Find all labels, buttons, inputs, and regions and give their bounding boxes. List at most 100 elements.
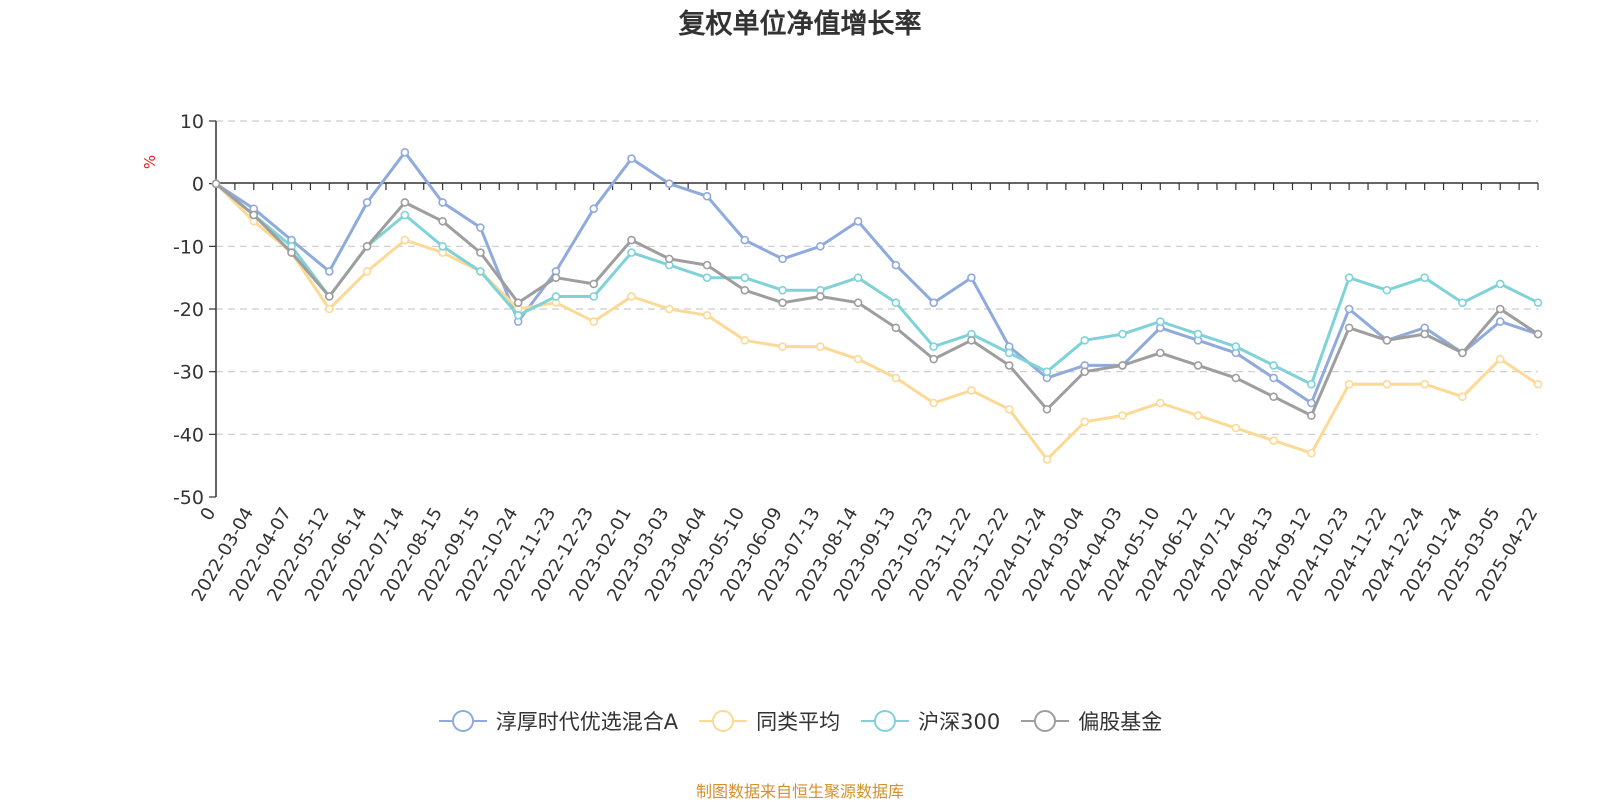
data-point xyxy=(816,342,825,351)
data-point xyxy=(513,310,523,320)
data-point xyxy=(627,154,636,163)
data-point xyxy=(1231,423,1241,433)
legend-marker-icon xyxy=(861,710,910,732)
data-point xyxy=(438,242,447,251)
data-point xyxy=(702,260,712,270)
data-point xyxy=(853,273,863,282)
legend-label: 同类平均 xyxy=(756,710,841,734)
grid-layer xyxy=(216,120,1538,435)
data-point xyxy=(967,386,976,395)
data-point xyxy=(1193,411,1203,420)
legend-item[interactable]: 沪深300 xyxy=(860,706,1000,736)
data-point xyxy=(1269,361,1278,370)
data-point xyxy=(1193,329,1203,339)
data-point xyxy=(1307,411,1316,420)
data-point xyxy=(702,310,712,320)
data-point xyxy=(325,304,334,314)
data-point xyxy=(778,342,787,351)
data-point xyxy=(891,260,901,270)
data-point xyxy=(362,198,372,207)
data-point xyxy=(1495,304,1505,314)
legend-marker-icon xyxy=(699,710,748,732)
data-point xyxy=(325,292,334,301)
legend: 淳厚时代优选混合A 同类平均 沪深300 偏股基金 xyxy=(0,706,1600,736)
data-point xyxy=(778,285,787,295)
data-point xyxy=(1155,348,1165,358)
data-point xyxy=(476,223,485,232)
data-point xyxy=(1420,273,1429,282)
data-point xyxy=(1118,411,1127,420)
data-point xyxy=(1420,329,1429,339)
data-point xyxy=(513,298,523,308)
data-point xyxy=(1231,342,1241,351)
data-point xyxy=(1307,448,1316,458)
data-point xyxy=(853,298,863,308)
data-point xyxy=(929,398,938,408)
data-point xyxy=(1533,329,1543,339)
data-point xyxy=(664,254,674,264)
data-point xyxy=(778,298,787,308)
data-point xyxy=(1458,392,1467,402)
data-point xyxy=(664,304,674,314)
y-tick-label: 0 xyxy=(192,174,204,196)
data-point xyxy=(1080,417,1090,427)
data-point xyxy=(1155,398,1165,408)
data-point xyxy=(816,242,825,251)
data-point xyxy=(1533,298,1543,308)
data-point xyxy=(740,336,750,345)
data-point xyxy=(1495,317,1505,326)
y-tick-label: -50 xyxy=(173,487,204,509)
series-line xyxy=(214,182,1540,386)
data-point xyxy=(1042,367,1052,376)
data-point xyxy=(1231,373,1241,383)
data-point xyxy=(702,273,712,282)
data-point xyxy=(249,210,259,220)
y-tick-label: -10 xyxy=(173,236,204,258)
data-point xyxy=(325,267,334,276)
data-point xyxy=(1118,329,1127,339)
data-point xyxy=(1269,373,1278,383)
series-layer xyxy=(211,148,1543,464)
data-point xyxy=(476,248,485,257)
data-point xyxy=(740,235,750,245)
legend-label: 沪深300 xyxy=(918,710,1001,734)
data-point xyxy=(664,179,674,188)
data-point xyxy=(438,198,447,207)
y-tick-label: 10 xyxy=(180,111,204,133)
data-point xyxy=(853,354,863,364)
legend-marker-icon xyxy=(1021,710,1070,732)
label-layer: 02022-03-042022-04-072022-05-122022-06-1… xyxy=(141,155,1542,605)
data-point xyxy=(589,317,599,326)
legend-item[interactable]: 淳厚时代优选混合A xyxy=(438,706,678,736)
legend-item[interactable]: 同类平均 xyxy=(698,706,840,736)
data-point xyxy=(362,267,372,276)
data-point xyxy=(1155,317,1165,326)
chart-title: 复权单位净值增长率 xyxy=(678,9,922,40)
data-point xyxy=(891,373,901,383)
data-point xyxy=(400,148,410,157)
data-point xyxy=(287,248,296,257)
data-point xyxy=(929,298,938,308)
data-point xyxy=(589,279,599,289)
data-point xyxy=(967,273,976,282)
data-point xyxy=(1307,398,1316,408)
y-tick-label: -30 xyxy=(173,362,204,384)
data-point xyxy=(627,235,636,245)
data-point xyxy=(1193,361,1203,370)
data-point xyxy=(853,216,863,226)
data-point xyxy=(1269,392,1278,402)
data-point xyxy=(589,204,599,214)
data-point xyxy=(551,273,561,282)
data-point xyxy=(1458,348,1467,358)
data-point xyxy=(1004,361,1014,370)
data-point xyxy=(1344,304,1354,314)
data-point xyxy=(1004,348,1014,358)
data-point xyxy=(1458,298,1467,308)
source-note: 制图数据来自恒生聚源数据库 xyxy=(695,782,904,801)
axis-layer: 10 0 -10 -20 -30 -40 -50 xyxy=(173,111,1539,509)
legend-item[interactable]: 偏股基金 xyxy=(1020,706,1162,736)
data-point xyxy=(891,298,901,308)
data-point xyxy=(1344,379,1354,389)
data-point xyxy=(929,354,938,364)
